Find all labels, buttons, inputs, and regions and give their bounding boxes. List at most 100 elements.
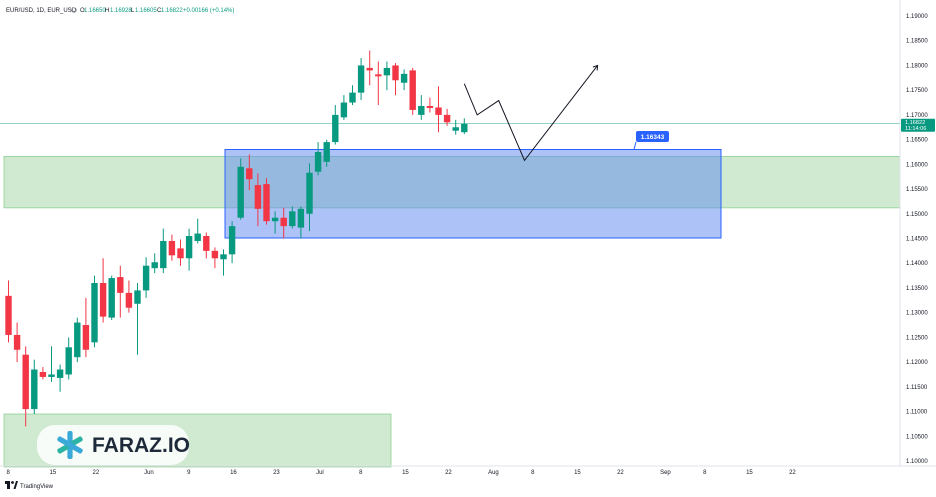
- time-tick-label: 16: [230, 470, 237, 476]
- candle-body: [271, 217, 279, 222]
- candle-body: [211, 250, 219, 259]
- price-tick-label: 1.13000: [906, 311, 928, 317]
- price-tick-label: 1.15000: [906, 212, 928, 218]
- time-tick-label: 15: [746, 470, 753, 476]
- price-tick-label: 1.17000: [906, 113, 928, 119]
- time-tick-label: 8: [7, 470, 11, 476]
- candle-body: [461, 123, 468, 133]
- candle: [435, 86, 442, 133]
- candle: [314, 142, 322, 176]
- candle: [271, 211, 279, 234]
- candle-body: [117, 277, 124, 293]
- candle: [74, 317, 81, 363]
- candle-body: [13, 334, 21, 350]
- candle-body: [151, 262, 158, 269]
- ohlc-open-label: O: [80, 8, 85, 14]
- candle-body: [108, 278, 115, 318]
- candle-body: [48, 374, 55, 377]
- tradingview-footer[interactable]: TradingView: [5, 481, 54, 490]
- ohlc-low-value: 1.16605: [135, 8, 157, 14]
- candle: [82, 297, 90, 358]
- time-tick-label: 8: [531, 470, 535, 476]
- time-tick-label: 22: [445, 470, 452, 476]
- time-scale[interactable]: 8 15 22 Jun 9 16 23 Jul 8 15 22 Aug 8 15 22 Sep 8 15 22: [7, 470, 797, 476]
- candle-body: [22, 354, 29, 410]
- ohlc-high-label: H: [105, 8, 109, 14]
- candle: [237, 158, 244, 220]
- annotation-label-box[interactable]: [636, 131, 669, 142]
- candle: [177, 239, 184, 266]
- annotation-connector: [633, 141, 637, 150]
- candle-body: [254, 185, 262, 209]
- candle-body: [297, 208, 305, 228]
- candle: [160, 228, 167, 274]
- last-price-value: 1.16822: [905, 120, 925, 126]
- candle-body: [194, 233, 201, 241]
- candle: [48, 346, 55, 382]
- candle-body: [177, 248, 184, 259]
- candle-body: [418, 105, 425, 115]
- time-tick-label: 15: [50, 470, 57, 476]
- candle-body: [228, 226, 236, 255]
- candle: [228, 221, 236, 264]
- price-tick-label: 1.14500: [906, 237, 928, 243]
- candle: [31, 359, 38, 415]
- candle: [263, 178, 270, 225]
- price-tick-label: 1.16500: [906, 138, 928, 144]
- symbol-label: EUR/USD, 1D, EUR_USD: [6, 8, 77, 14]
- candle: [13, 322, 21, 363]
- candle: [409, 67, 416, 115]
- time-tick-label: Jun: [144, 470, 154, 476]
- candle: [357, 58, 365, 101]
- price-tick-label: 1.17500: [906, 88, 928, 94]
- ohlc-close-label: C: [157, 8, 162, 14]
- candle: [366, 50, 373, 86]
- candle-body: [332, 114, 339, 143]
- candle-body: [74, 322, 81, 358]
- candle-body: [160, 240, 167, 269]
- candle: [297, 206, 305, 239]
- price-tick-label: 1.11500: [906, 385, 928, 391]
- candle: [418, 95, 425, 120]
- candle: [108, 275, 115, 321]
- ohlc-close-value: 1.16822: [161, 8, 183, 14]
- candle-body: [340, 102, 348, 118]
- time-tick-label: 9: [187, 470, 191, 476]
- projection-path[interactable]: [463, 65, 598, 162]
- last-price-badge[interactable]: [901, 118, 935, 132]
- annotation-layer[interactable]: 1.16343: [633, 131, 669, 150]
- candle-body: [349, 92, 356, 103]
- candle: [99, 258, 107, 323]
- projection-arrowhead: [592, 64, 599, 71]
- candle-body: [220, 254, 227, 260]
- candle-body: [125, 292, 133, 308]
- candle: [340, 95, 348, 120]
- price-scale[interactable]: 1.19000 1.18500 1.18000 1.17500 1.17000 1.165…: [901, 14, 935, 465]
- candle-body: [375, 74, 382, 77]
- candle-body: [400, 73, 408, 83]
- time-tick-label: 22: [789, 470, 796, 476]
- candle: [185, 228, 193, 271]
- candle-body: [56, 369, 64, 378]
- tradingview-logo-icon: [5, 481, 18, 489]
- candle-body: [357, 65, 365, 93]
- candle-body: [134, 290, 141, 304]
- candle-body: [246, 168, 253, 180]
- candle-body: [409, 70, 416, 110]
- faraz-watermark: FARAZ.IO: [37, 425, 190, 465]
- candle: [426, 97, 434, 113]
- candle-body: [91, 283, 98, 343]
- price-tick-label: 1.14000: [906, 261, 928, 267]
- time-tick-label: 8: [703, 470, 707, 476]
- candle: [375, 61, 382, 105]
- price-tick-label: 1.10000: [906, 459, 928, 465]
- price-tick-label: 1.15500: [906, 187, 928, 193]
- price-tick-label: 1.16000: [906, 162, 928, 168]
- candle: [246, 154, 253, 191]
- time-tick-label: 15: [402, 470, 409, 476]
- time-tick-label: 22: [617, 470, 624, 476]
- candle-body: [39, 372, 47, 377]
